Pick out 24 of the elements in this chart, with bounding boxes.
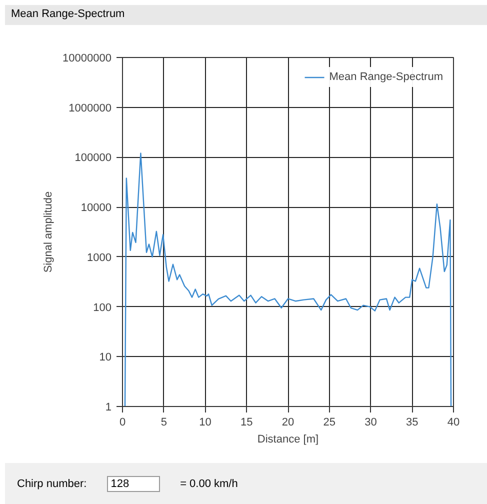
y-tick-label: 10 xyxy=(99,352,112,364)
y-tick-label: 1 xyxy=(105,402,112,414)
x-tick-label: 40 xyxy=(447,416,460,428)
y-tick-label: 10000000 xyxy=(62,52,112,64)
y-tick-label: 1000000 xyxy=(68,102,112,114)
text: 128 xyxy=(106,476,160,492)
x-tick-label: 20 xyxy=(282,416,294,428)
y-tick-label: 100 xyxy=(93,302,112,314)
x-tick-label: 5 xyxy=(160,416,167,428)
x-axis-title: Distance [m] xyxy=(257,434,319,446)
chart-title: Mean Range-Spectrum xyxy=(11,7,125,22)
y-tick-label: 100000 xyxy=(74,152,112,164)
y-axis-title: Signal amplitude xyxy=(42,191,55,273)
x-tick-label: 25 xyxy=(323,416,336,428)
text: = 0.00 km/h xyxy=(180,478,238,490)
x-tick-label: 35 xyxy=(406,416,418,428)
x-tick-label: 15 xyxy=(240,416,253,428)
x-tick-label: 10 xyxy=(199,416,212,428)
legend-label: Mean Range-Spectrum xyxy=(329,71,443,83)
y-tick-label: 10000 xyxy=(80,202,112,214)
y-tick-label: 1000 xyxy=(87,252,112,264)
x-tick-label: 0 xyxy=(119,416,126,428)
x-tick-label: 30 xyxy=(364,416,377,428)
text: Chirp number: xyxy=(17,478,87,490)
